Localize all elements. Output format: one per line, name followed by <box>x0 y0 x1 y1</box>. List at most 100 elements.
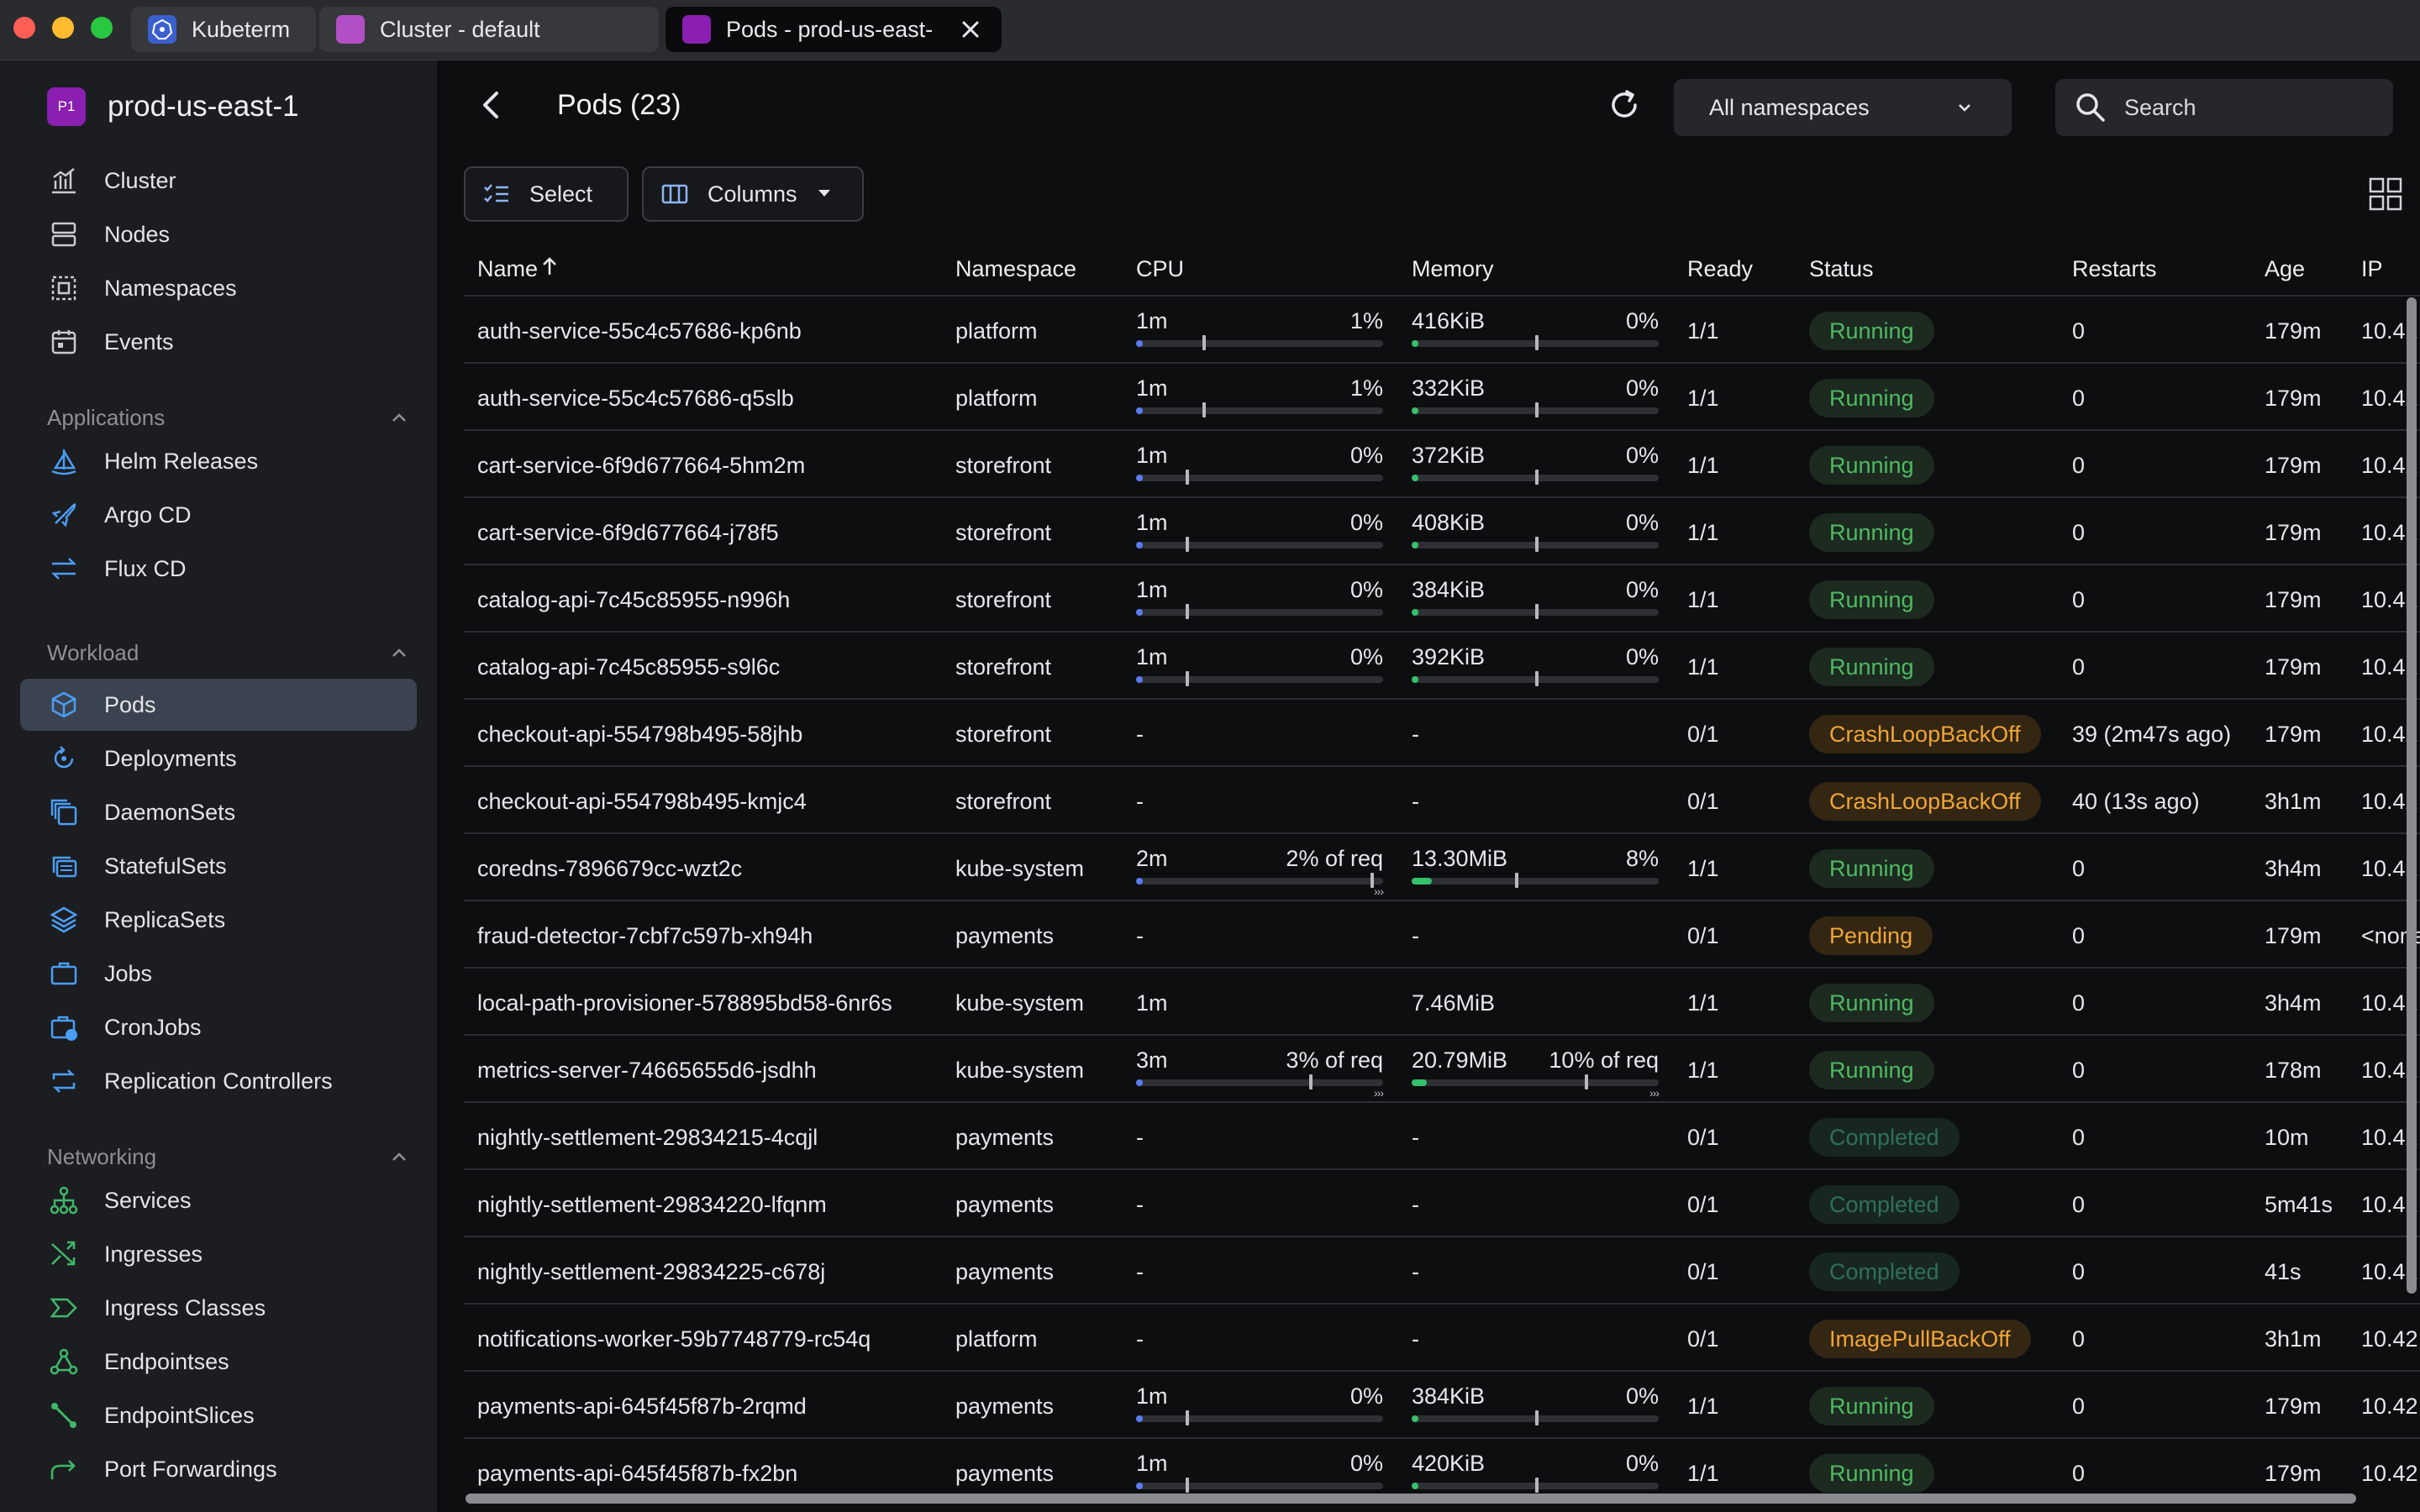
status-badge: Completed <box>1809 1118 1960 1157</box>
search-input[interactable]: Search <box>2055 79 2393 136</box>
memory-bar <box>1412 402 1659 417</box>
table-row[interactable]: coredns-7896679cc-wzt2c kube-system 2m 2% o… <box>464 834 2420 901</box>
pod-age: 179m <box>2265 386 2322 411</box>
column-header-cpu[interactable]: CPU <box>1136 256 1184 282</box>
vertical-scrollbar[interactable] <box>2407 297 2417 1294</box>
status-badge: Running <box>1809 984 1934 1022</box>
sidebar-item-pods[interactable]: Pods <box>20 679 417 731</box>
pod-namespace: payments <box>955 1125 1055 1150</box>
sidebar-item-namespaces[interactable]: Namespaces <box>20 262 417 314</box>
table-row[interactable]: metrics-server-74665655d6-jsdhh kube-syst… <box>464 1036 2420 1103</box>
memory-percent: 0% <box>1625 510 1659 535</box>
minimize-window-button[interactable] <box>52 17 74 39</box>
sidebar-item-events[interactable]: Events <box>20 316 417 368</box>
table-row[interactable]: payments-api-645f45f87b-fx2bn payments 1m 0… <box>464 1439 2420 1501</box>
cpu-value: - <box>1136 1259 1144 1284</box>
cpu-usage: 1m 0% <box>1136 577 1383 621</box>
table-row[interactable]: notifications-worker-59b7748779-rc54q pla… <box>464 1305 2420 1372</box>
column-header-name[interactable]: Name <box>477 256 558 282</box>
sidebar-item-port-forwardings[interactable]: Port Forwardings <box>20 1443 417 1495</box>
column-header-status[interactable]: Status <box>1809 256 1874 282</box>
pod-namespace: storefront <box>955 587 1052 612</box>
memory-value: 20.79MiB <box>1412 1047 1508 1073</box>
sidebar-item-ingresses[interactable]: Ingresses <box>20 1228 417 1280</box>
sidebar-item-statefulsets[interactable]: StatefulSets <box>20 840 417 892</box>
sidebar-item-services[interactable]: Services <box>20 1174 417 1226</box>
table-row[interactable]: fraud-detector-7cbf7c597b-xh94h payments -… <box>464 901 2420 969</box>
memory-percent: 0% <box>1625 644 1659 669</box>
columns-button[interactable]: Columns <box>642 166 864 222</box>
chevron-up-icon <box>388 407 410 429</box>
tab-label: Kubeterm <box>192 16 291 42</box>
table-row[interactable]: nightly-settlement-29834215-4cqjl payment… <box>464 1103 2420 1170</box>
column-header-label: Name <box>477 256 539 281</box>
column-header-namespace[interactable]: Namespace <box>955 256 1076 282</box>
sidebar-item-argo-cd[interactable]: Argo CD <box>20 489 417 541</box>
column-header-restarts[interactable]: Restarts <box>2072 256 2157 282</box>
back-button[interactable] <box>471 84 513 126</box>
sidebar-item-label: Endpointses <box>104 1348 229 1374</box>
memory-bar <box>1412 604 1659 619</box>
ingress-icon <box>47 1237 81 1271</box>
table-row[interactable]: checkout-api-554798b495-58jhb storefront -… <box>464 700 2420 767</box>
pod-name: cart-service-6f9d677664-5hm2m <box>477 453 806 478</box>
horizontal-scrollbar[interactable] <box>466 1494 2356 1504</box>
memory-usage: 416KiB 0% <box>1412 308 1659 352</box>
sidebar-item-nodes[interactable]: Nodes <box>20 208 417 260</box>
sidebar-item-daemonsets[interactable]: DaemonSets <box>20 786 417 838</box>
sidebar-item-endpointslices[interactable]: EndpointSlices <box>20 1389 417 1441</box>
sidebar-item-label: Events <box>104 328 174 354</box>
table-row[interactable]: cart-service-6f9d677664-j78f5 storefront 1… <box>464 498 2420 565</box>
pod-namespace: platform <box>955 1326 1038 1352</box>
pod-icon <box>47 688 81 722</box>
grid-view-icon[interactable] <box>2368 176 2403 212</box>
column-header-age[interactable]: Age <box>2265 256 2305 282</box>
table-row[interactable]: auth-service-55c4c57686-q5slb platform 1m 1… <box>464 364 2420 431</box>
column-header-ip[interactable]: IP <box>2361 256 2383 282</box>
pod-ready: 0/1 <box>1687 1125 1719 1150</box>
status-badge: Running <box>1809 379 1934 417</box>
tab-kubeterm[interactable]: Kubeterm <box>131 7 316 52</box>
section-workload[interactable]: Workload <box>47 640 410 666</box>
table-row[interactable]: nightly-settlement-29834220-lfqnm payment… <box>464 1170 2420 1237</box>
pod-age: 179m <box>2265 453 2322 478</box>
sidebar-item-deployments[interactable]: Deployments <box>20 732 417 785</box>
sidebar-item-cluster[interactable]: Cluster <box>20 155 417 207</box>
pod-name: catalog-api-7c45c85955-n996h <box>477 587 791 612</box>
sidebar-item-replicasets[interactable]: ReplicaSets <box>20 894 417 946</box>
sidebar-item-ingress-classes[interactable]: Ingress Classes <box>20 1282 417 1334</box>
section-networking[interactable]: Networking <box>47 1144 410 1170</box>
status-badge: Running <box>1809 849 1934 888</box>
table-row[interactable]: nightly-settlement-29834225-c678j payment… <box>464 1237 2420 1305</box>
cpu-value: 3m <box>1136 1047 1168 1073</box>
table-row[interactable]: catalog-api-7c45c85955-n996h storefront 1m… <box>464 565 2420 633</box>
sidebar-item-endpointses[interactable]: Endpointses <box>20 1336 417 1388</box>
cpu-percent: 2% of req <box>1286 846 1383 871</box>
table-row[interactable]: catalog-api-7c45c85955-s9l6c storefront 1m… <box>464 633 2420 700</box>
cluster-header[interactable]: P1 prod-us-east-1 <box>47 87 299 126</box>
tab-cluster-default[interactable]: Cluster - default <box>319 7 659 52</box>
close-icon[interactable] <box>956 15 985 44</box>
sidebar-item-helm-releases[interactable]: Helm Releases <box>20 435 417 487</box>
column-header-memory[interactable]: Memory <box>1412 256 1494 282</box>
tab-pods[interactable]: Pods - prod-us-east- <box>666 7 1002 52</box>
section-applications[interactable]: Applications <box>47 405 410 431</box>
sidebar-item-cronjobs[interactable]: CronJobs <box>20 1001 417 1053</box>
status-badge: Running <box>1809 648 1934 686</box>
status-badge: Running <box>1809 513 1934 552</box>
table-row[interactable]: local-path-provisioner-578895bd58-6nr6s k… <box>464 969 2420 1036</box>
maximize-window-button[interactable] <box>91 17 113 39</box>
sidebar-item-flux-cd[interactable]: Flux CD <box>20 543 417 595</box>
table-row[interactable]: payments-api-645f45f87b-2rqmd payments 1m 0… <box>464 1372 2420 1439</box>
sidebar-item-replication-controllers[interactable]: Replication Controllers <box>20 1055 417 1107</box>
table-row[interactable]: checkout-api-554798b495-kmjc4 storefront -… <box>464 767 2420 834</box>
column-header-ready[interactable]: Ready <box>1687 256 1753 282</box>
select-button[interactable]: Select <box>464 166 629 222</box>
refresh-button[interactable] <box>1605 86 1644 124</box>
table-row[interactable]: cart-service-6f9d677664-5hm2m storefront 1… <box>464 431 2420 498</box>
close-window-button[interactable] <box>13 17 35 39</box>
namespace-select[interactable]: All namespaces <box>1674 79 2012 136</box>
sidebar-item-label: Argo CD <box>104 501 192 528</box>
sidebar-item-jobs[interactable]: Jobs <box>20 948 417 1000</box>
table-row[interactable]: auth-service-55c4c57686-kp6nb platform 1m 1… <box>464 297 2420 364</box>
